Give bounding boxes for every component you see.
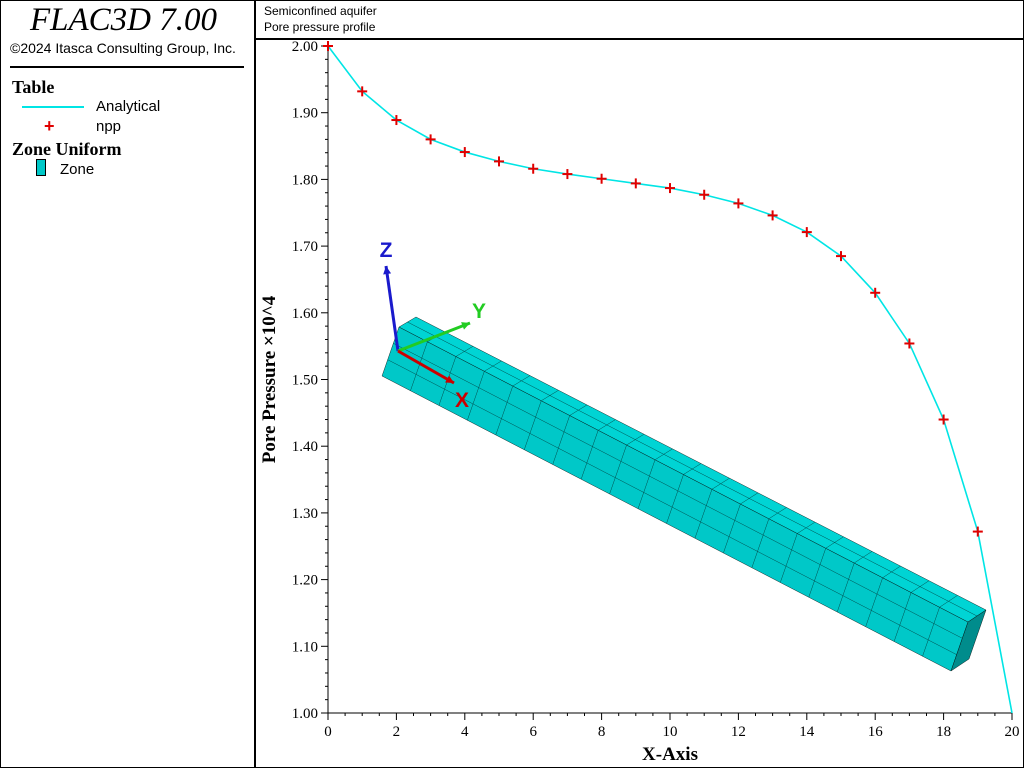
zone-top-gridline	[407, 321, 978, 617]
npp-point	[357, 86, 368, 97]
triad-x-arrow	[397, 349, 455, 385]
npp-point	[596, 173, 607, 184]
x-tick-label: 2	[393, 724, 401, 740]
triad-y-label: Y	[472, 300, 486, 323]
y-tick-label: 1.00	[292, 706, 318, 722]
x-axis-label: X-Axis	[642, 744, 698, 765]
npp-point	[425, 134, 436, 145]
triad-z-arrow	[384, 265, 400, 352]
plot-title-line1: Semiconfined aquifer	[264, 4, 377, 18]
triad-x-label: X	[455, 389, 469, 412]
x-tick-label: 18	[936, 724, 951, 740]
zone-front-gridline	[922, 607, 940, 657]
y-tick-label: 1.90	[292, 106, 318, 122]
npp-point	[836, 251, 846, 262]
copyright-text: ©2024 Itasca Consulting Group, Inc.	[10, 40, 236, 56]
zone-front-gridline	[808, 548, 826, 598]
y-tick-label: 1.10	[292, 639, 318, 655]
zone-top-face	[398, 316, 987, 623]
x-tick-label: 0	[324, 724, 332, 740]
legend-zone-swatch	[36, 159, 46, 176]
zone-front-gridline	[666, 474, 684, 524]
zone-front-gridline	[723, 503, 741, 554]
triad-y-arrowhead	[461, 322, 470, 330]
zone-front-gridline	[836, 562, 855, 613]
zone-front-gridline	[393, 343, 963, 639]
npp-point	[494, 156, 504, 167]
npp-point	[733, 198, 744, 209]
zone-front-gridline	[580, 430, 599, 480]
npp-point	[665, 183, 675, 194]
zone-front-gridline	[780, 533, 798, 583]
npp-point	[459, 147, 470, 158]
y-tick-label: 1.50	[292, 373, 318, 389]
triad-z-label: Z	[380, 239, 393, 262]
npp-point	[801, 227, 812, 238]
x-tick-label: 8	[598, 724, 606, 740]
y-axis-label: Pore Pressure ×10^4	[259, 295, 280, 463]
legend-zone-label: Zone	[60, 161, 95, 178]
legend-npp-label: npp	[96, 118, 122, 135]
npp-point	[528, 163, 539, 174]
y-tick-label: 1.80	[292, 172, 318, 188]
y-tick-label: 1.70	[292, 239, 318, 255]
legend-table-heading: Table	[12, 77, 55, 97]
x-tick-label: 12	[731, 724, 746, 740]
x-tick-label: 14	[799, 724, 815, 740]
y-tick-label: 1.60	[292, 306, 318, 322]
zone-front-gridline	[865, 577, 883, 627]
zone-front-gridline	[467, 371, 485, 421]
npp-point	[699, 189, 710, 200]
legend-zone-heading: Zone Uniform	[12, 139, 122, 159]
chart-axes: 1.00 1.10 1.20 1.30 1.40 1.50 1.60 1.70 1.80 1.90…	[292, 40, 1020, 740]
zone-front-gridline	[524, 400, 542, 450]
zone-front-gridline	[751, 518, 770, 568]
pore-pressure-chart: Z Y X 1.00 1.10 1.20 1.30 1.40 1.50 1.60 1.70 1.80…	[259, 40, 1020, 765]
zone-front-gridline	[637, 459, 656, 509]
npp-point	[323, 41, 333, 51]
npp-point	[870, 287, 881, 298]
triad-z-arrowhead	[383, 266, 392, 275]
npp-point	[972, 526, 983, 537]
x-tick-label: 4	[461, 724, 469, 740]
y-tick-label: 1.30	[292, 506, 318, 522]
axes-triad: Z Y X	[380, 239, 486, 412]
y-tick-label: 2.00	[292, 40, 318, 55]
legend-npp-marker-icon: +	[44, 116, 55, 136]
y-tick-label: 1.40	[292, 439, 318, 455]
triad-x-arrowhead	[445, 375, 454, 383]
legend-analytical-swatch	[22, 106, 84, 108]
legend-analytical-label: Analytical	[96, 98, 161, 115]
x-tick-label: 6	[529, 724, 537, 740]
npp-point	[904, 338, 915, 349]
npp-point	[562, 169, 573, 180]
npp-point	[391, 115, 402, 126]
app-title: FLAC3D 7.00	[30, 2, 218, 38]
legend-panel: FLAC3D 7.00 ©2024 Itasca Consulting Grou…	[0, 0, 256, 768]
zone-front-gridline	[609, 444, 627, 495]
chart-series	[323, 41, 1013, 714]
zone-front-gridline	[387, 359, 957, 655]
zone-front-gridline	[410, 341, 428, 391]
plot-title-line2: Pore pressure profile	[264, 20, 376, 34]
triad-y-arrow	[397, 321, 471, 353]
x-tick-label: 10	[663, 724, 678, 740]
zone-front-gridline	[552, 415, 570, 465]
npp-point	[938, 414, 949, 425]
zone-front-gridline	[694, 489, 713, 539]
npp-point	[767, 210, 778, 221]
x-tick-label: 16	[868, 724, 884, 740]
y-tick-label: 1.20	[292, 573, 318, 589]
zone-block-model	[381, 316, 987, 672]
zone-front-gridline	[893, 592, 912, 642]
plot-title-box	[256, 0, 1024, 40]
npp-point	[630, 178, 641, 189]
zone-front-gridline	[495, 385, 514, 436]
header-divider	[10, 66, 244, 68]
x-tick-label: 20	[1005, 724, 1020, 740]
